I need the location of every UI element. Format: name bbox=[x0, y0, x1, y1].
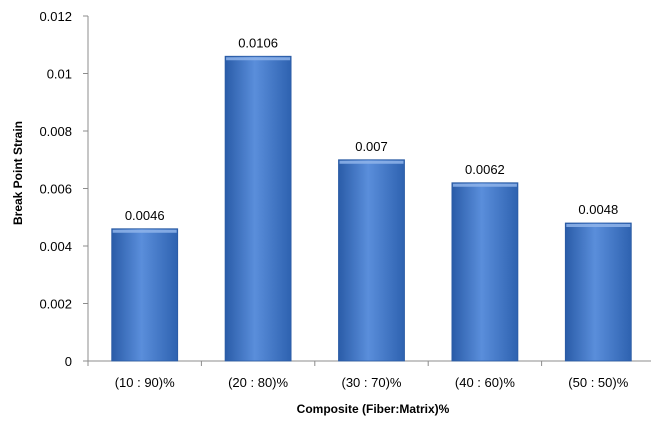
bar-highlight bbox=[566, 224, 631, 227]
y-axis: 0 0.002 0.004 0.006 0.008 0.01 0.012 bbox=[39, 9, 89, 369]
data-label: 0.0106 bbox=[238, 35, 278, 50]
data-label: 0.0046 bbox=[125, 208, 165, 223]
bar-5 bbox=[564, 222, 632, 362]
bar-1 bbox=[111, 228, 179, 362]
x-axis: (10 : 90)% (20 : 80)% (30 : 70)% (40 : 60)%… bbox=[87, 360, 651, 390]
y-tick-label: 0.012 bbox=[39, 9, 72, 24]
x-tick-label: (10 : 90)% bbox=[115, 375, 175, 390]
y-axis-title: Break Point Strain bbox=[11, 121, 25, 225]
x-axis-title: Composite (Fiber:Matrix)% bbox=[297, 402, 450, 416]
y-tick-label: 0.002 bbox=[39, 297, 72, 312]
bar-4 bbox=[451, 182, 519, 362]
data-labels: 0.0046 0.0106 0.007 0.0062 0.0048 bbox=[125, 35, 618, 223]
y-tick-label: 0 bbox=[65, 354, 72, 369]
data-label: 0.0048 bbox=[578, 202, 618, 217]
bar-2 bbox=[224, 55, 292, 362]
bar-highlight bbox=[452, 183, 517, 187]
bars bbox=[111, 55, 632, 362]
bar-highlight bbox=[226, 57, 291, 61]
x-tick-label: (30 : 70)% bbox=[342, 375, 402, 390]
y-tick-label: 0.004 bbox=[39, 239, 72, 254]
x-tick-label: (40 : 60)% bbox=[455, 375, 515, 390]
y-tick-label: 0.006 bbox=[39, 182, 72, 197]
bar-highlight bbox=[339, 160, 404, 164]
y-tick-label: 0.008 bbox=[39, 124, 72, 139]
y-tick-label: 0.01 bbox=[47, 67, 72, 82]
bar-highlight bbox=[112, 229, 177, 233]
x-tick-label: (50 : 50)% bbox=[568, 375, 628, 390]
x-tick-label: (20 : 80)% bbox=[228, 375, 288, 390]
data-label: 0.0062 bbox=[465, 162, 505, 177]
bar-3 bbox=[338, 159, 405, 362]
data-label: 0.007 bbox=[355, 139, 388, 154]
